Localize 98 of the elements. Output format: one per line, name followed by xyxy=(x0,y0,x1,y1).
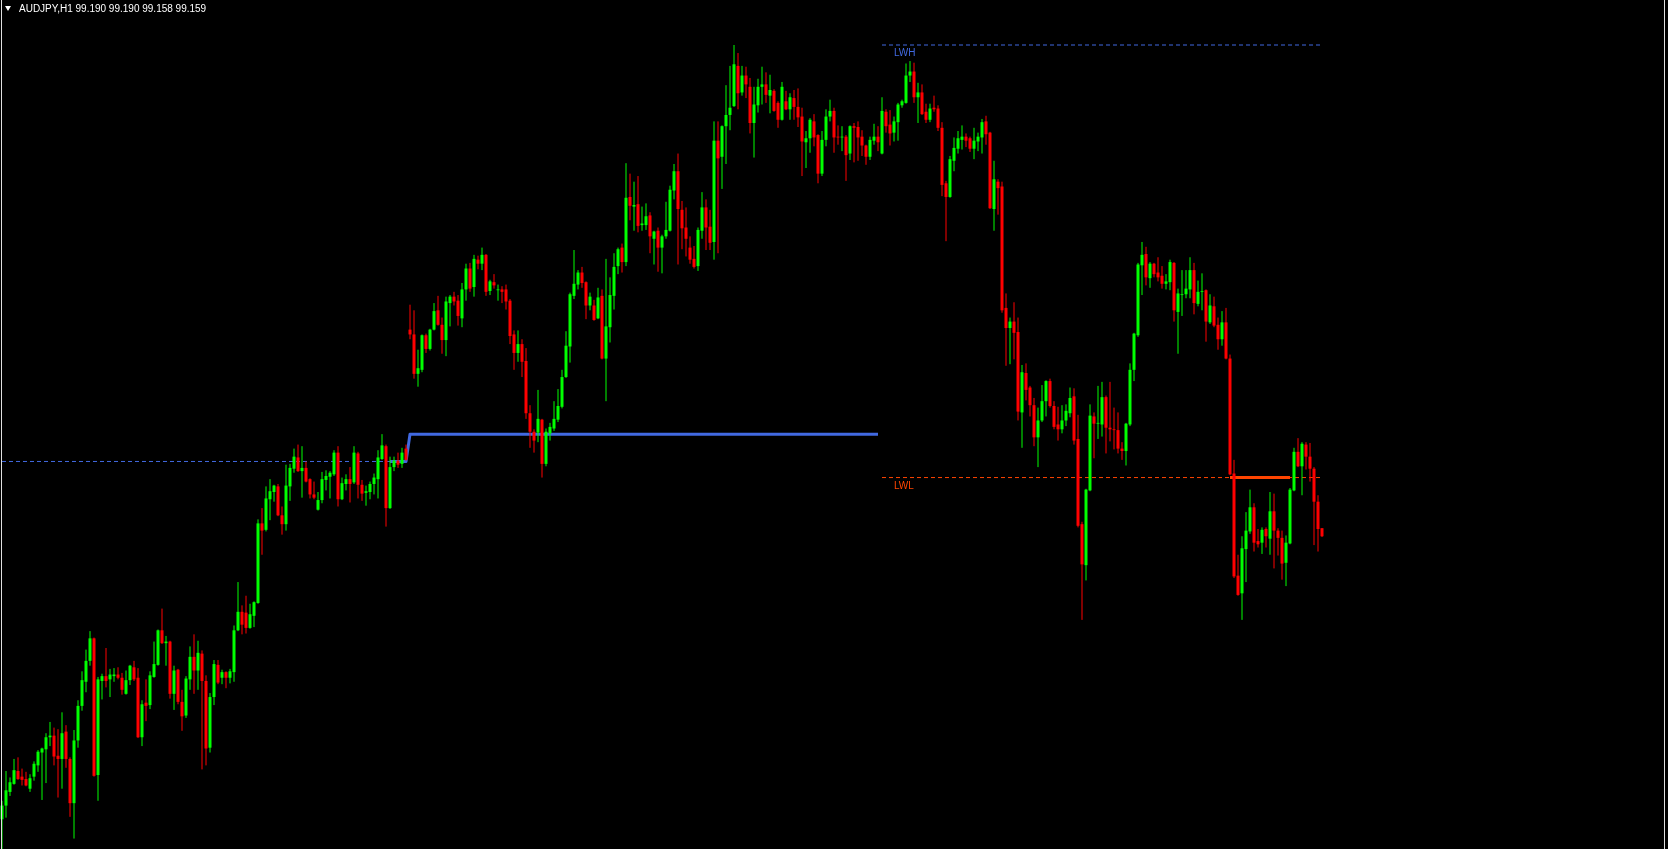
candlestick xyxy=(24,771,28,787)
candlestick xyxy=(632,181,636,232)
candlestick xyxy=(960,124,964,151)
candlestick xyxy=(1092,411,1096,459)
candlestick xyxy=(396,452,400,469)
candlestick xyxy=(400,447,404,469)
candlestick xyxy=(1144,246,1148,286)
candlestick xyxy=(1220,310,1224,347)
candlestick xyxy=(972,127,976,160)
candlestick xyxy=(480,247,484,271)
candlestick xyxy=(1300,441,1304,496)
candlestick xyxy=(728,65,732,131)
candlestick xyxy=(248,603,252,630)
candlestick xyxy=(516,329,520,363)
candlestick xyxy=(788,92,792,121)
candlestick xyxy=(1044,379,1048,417)
series-label: LWL xyxy=(894,479,915,491)
candlestick xyxy=(808,117,812,154)
candlestick xyxy=(428,328,432,352)
candlestick xyxy=(492,273,496,290)
candlestick xyxy=(760,66,764,105)
candlestick xyxy=(4,770,8,819)
candlestick xyxy=(144,678,148,722)
candlestick xyxy=(424,333,428,354)
candlestick xyxy=(260,507,264,556)
candlestick xyxy=(784,90,788,111)
candlestick xyxy=(1060,404,1064,434)
candlestick xyxy=(1180,269,1184,317)
candlestick xyxy=(656,227,660,273)
candlestick xyxy=(704,198,708,251)
candlestick xyxy=(1188,256,1192,299)
candlestick xyxy=(468,262,472,293)
candlestick xyxy=(1148,261,1152,289)
candlestick xyxy=(104,647,108,688)
candlestick xyxy=(500,285,504,304)
candlestick xyxy=(16,756,20,781)
candlestick xyxy=(896,102,900,142)
candlestick xyxy=(768,74,772,114)
candlestick xyxy=(1296,437,1300,468)
candlestick xyxy=(644,202,648,231)
candlestick xyxy=(312,481,316,500)
candlestick xyxy=(856,120,860,162)
candlestick xyxy=(1160,265,1164,290)
candlestick xyxy=(1008,317,1012,365)
candlestick xyxy=(216,659,220,685)
candlestick xyxy=(1068,387,1072,418)
candlestick xyxy=(160,608,164,645)
candlestick xyxy=(432,302,436,331)
candlestick xyxy=(20,768,24,786)
candlestick xyxy=(628,173,632,221)
candlestick xyxy=(764,71,768,104)
candlestick xyxy=(1264,526,1268,548)
candlestick xyxy=(1056,406,1060,442)
candlestick xyxy=(620,243,624,274)
candlestick xyxy=(348,466,352,503)
candlestick xyxy=(364,485,368,507)
candlestick xyxy=(596,287,600,320)
candlestick xyxy=(456,294,460,327)
candlestick xyxy=(692,245,696,270)
candlestick xyxy=(648,211,652,254)
candlestick xyxy=(740,65,744,97)
candlestick xyxy=(192,633,196,695)
candlestick xyxy=(120,672,124,696)
candlestick xyxy=(1260,526,1264,555)
series-label: LWH xyxy=(894,47,916,58)
candlestick xyxy=(1200,272,1204,311)
candlestick xyxy=(496,284,500,302)
candlestick xyxy=(652,230,656,265)
candlestick xyxy=(196,640,200,691)
candlestick xyxy=(1208,293,1212,325)
candlestick xyxy=(1272,493,1276,569)
candlestick xyxy=(220,669,224,685)
candlestick xyxy=(224,670,228,689)
candlestick xyxy=(852,122,856,163)
candlestick xyxy=(272,484,276,503)
candlestick xyxy=(244,595,248,635)
candlestick xyxy=(172,665,176,711)
candlestick xyxy=(640,206,644,232)
candlestick xyxy=(592,299,596,322)
candlestick xyxy=(1096,385,1100,440)
candlestick xyxy=(844,134,848,182)
candlestick xyxy=(636,175,640,233)
candlestick xyxy=(536,389,540,443)
candlestick xyxy=(916,82,920,124)
candlestick xyxy=(296,444,300,473)
candlestick xyxy=(1112,407,1116,450)
candlestick xyxy=(56,728,60,799)
candlestick xyxy=(300,445,304,499)
candlestick xyxy=(340,477,344,501)
candlestick xyxy=(964,132,968,148)
candlestick xyxy=(708,209,712,251)
candlestick xyxy=(980,118,984,155)
candlestick xyxy=(476,255,480,270)
candlestick xyxy=(928,103,932,123)
candlestick xyxy=(716,120,720,254)
candlestick xyxy=(1168,259,1172,291)
chart-title: AUDJPY,H1 99.190 99.190 99.158 99.159 xyxy=(19,2,207,14)
candlestick xyxy=(332,449,336,477)
